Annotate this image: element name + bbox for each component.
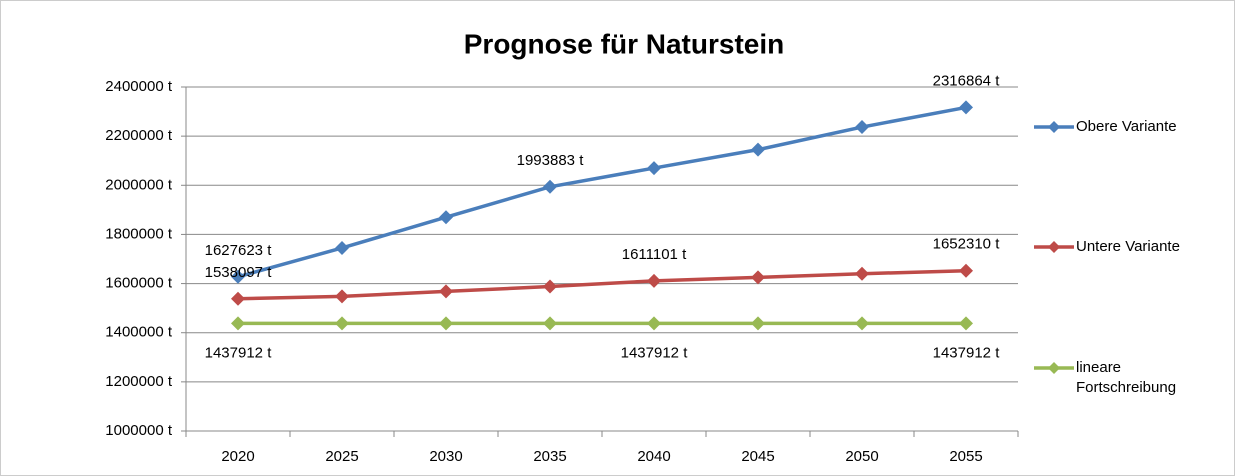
y-tick-label: 1200000 t	[105, 373, 173, 390]
data-marker	[647, 161, 661, 176]
data-label: 1437912 t	[933, 344, 1001, 361]
x-tick-label: 2045	[741, 448, 774, 465]
x-tick-label: 2050	[845, 448, 878, 465]
data-label: 1993883 t	[517, 152, 585, 169]
x-tick-label: 2030	[429, 448, 462, 465]
data-marker	[855, 316, 869, 331]
data-marker	[543, 179, 557, 194]
y-tick-label: 2200000 t	[105, 127, 173, 144]
legend-item: Untere Variante	[1034, 237, 1224, 257]
y-tick-label: 1400000 t	[105, 324, 173, 341]
legend-swatch	[1034, 121, 1074, 133]
data-marker	[751, 316, 765, 331]
data-marker	[959, 263, 973, 278]
data-marker	[231, 316, 245, 331]
legend-label: Obere Variante	[1076, 118, 1177, 135]
y-tick-label: 2400000 t	[105, 78, 173, 95]
data-marker	[855, 266, 869, 281]
x-tick-label: 2020	[221, 448, 254, 465]
data-marker	[439, 284, 453, 299]
x-tick-label: 2040	[637, 448, 670, 465]
x-tick-label: 2055	[949, 448, 982, 465]
data-marker	[855, 120, 869, 135]
data-marker	[335, 316, 349, 331]
legend-item: lineare Fortschreibung	[1034, 358, 1224, 398]
x-tick-label: 2035	[533, 448, 566, 465]
data-marker	[543, 316, 557, 331]
data-marker	[335, 289, 349, 304]
y-tick-label: 2000000 t	[105, 176, 173, 193]
data-marker	[959, 100, 973, 115]
legend-key	[1034, 237, 1076, 253]
data-marker	[751, 270, 765, 285]
data-marker	[751, 142, 765, 157]
data-label: 1437912 t	[205, 344, 273, 361]
y-tick-label: 1600000 t	[105, 275, 173, 292]
data-marker	[231, 291, 245, 306]
data-marker	[335, 240, 349, 255]
legend-item: Obere Variante	[1034, 117, 1224, 137]
data-marker	[231, 269, 245, 284]
y-tick-label: 1800000 t	[105, 225, 173, 242]
data-marker	[647, 316, 661, 331]
series-line	[237, 105, 967, 279]
series-line	[237, 268, 967, 301]
data-label: 1437912 t	[621, 344, 689, 361]
legend-label: lineare Fortschreibung	[1076, 359, 1177, 396]
data-marker	[959, 316, 973, 331]
data-label: 1652310 t	[933, 236, 1001, 253]
data-label: 1611101 t	[622, 246, 687, 263]
y-tick-label: 1000000 t	[105, 422, 173, 439]
x-tick-label: 2025	[325, 448, 358, 465]
data-marker	[647, 273, 661, 288]
legend-swatch	[1034, 241, 1074, 253]
legend-label: Untere Variante	[1076, 238, 1180, 255]
data-marker	[439, 316, 453, 331]
data-marker	[439, 210, 453, 225]
data-label: 1538097 t	[205, 264, 273, 281]
chart-title: Prognose für Naturstein	[464, 28, 784, 59]
data-marker	[543, 279, 557, 294]
data-label: 2316864 t	[933, 72, 1001, 89]
legend-key	[1034, 358, 1076, 374]
legend-key	[1034, 117, 1076, 133]
data-label: 1627623 t	[205, 242, 273, 259]
legend-swatch	[1034, 362, 1074, 374]
